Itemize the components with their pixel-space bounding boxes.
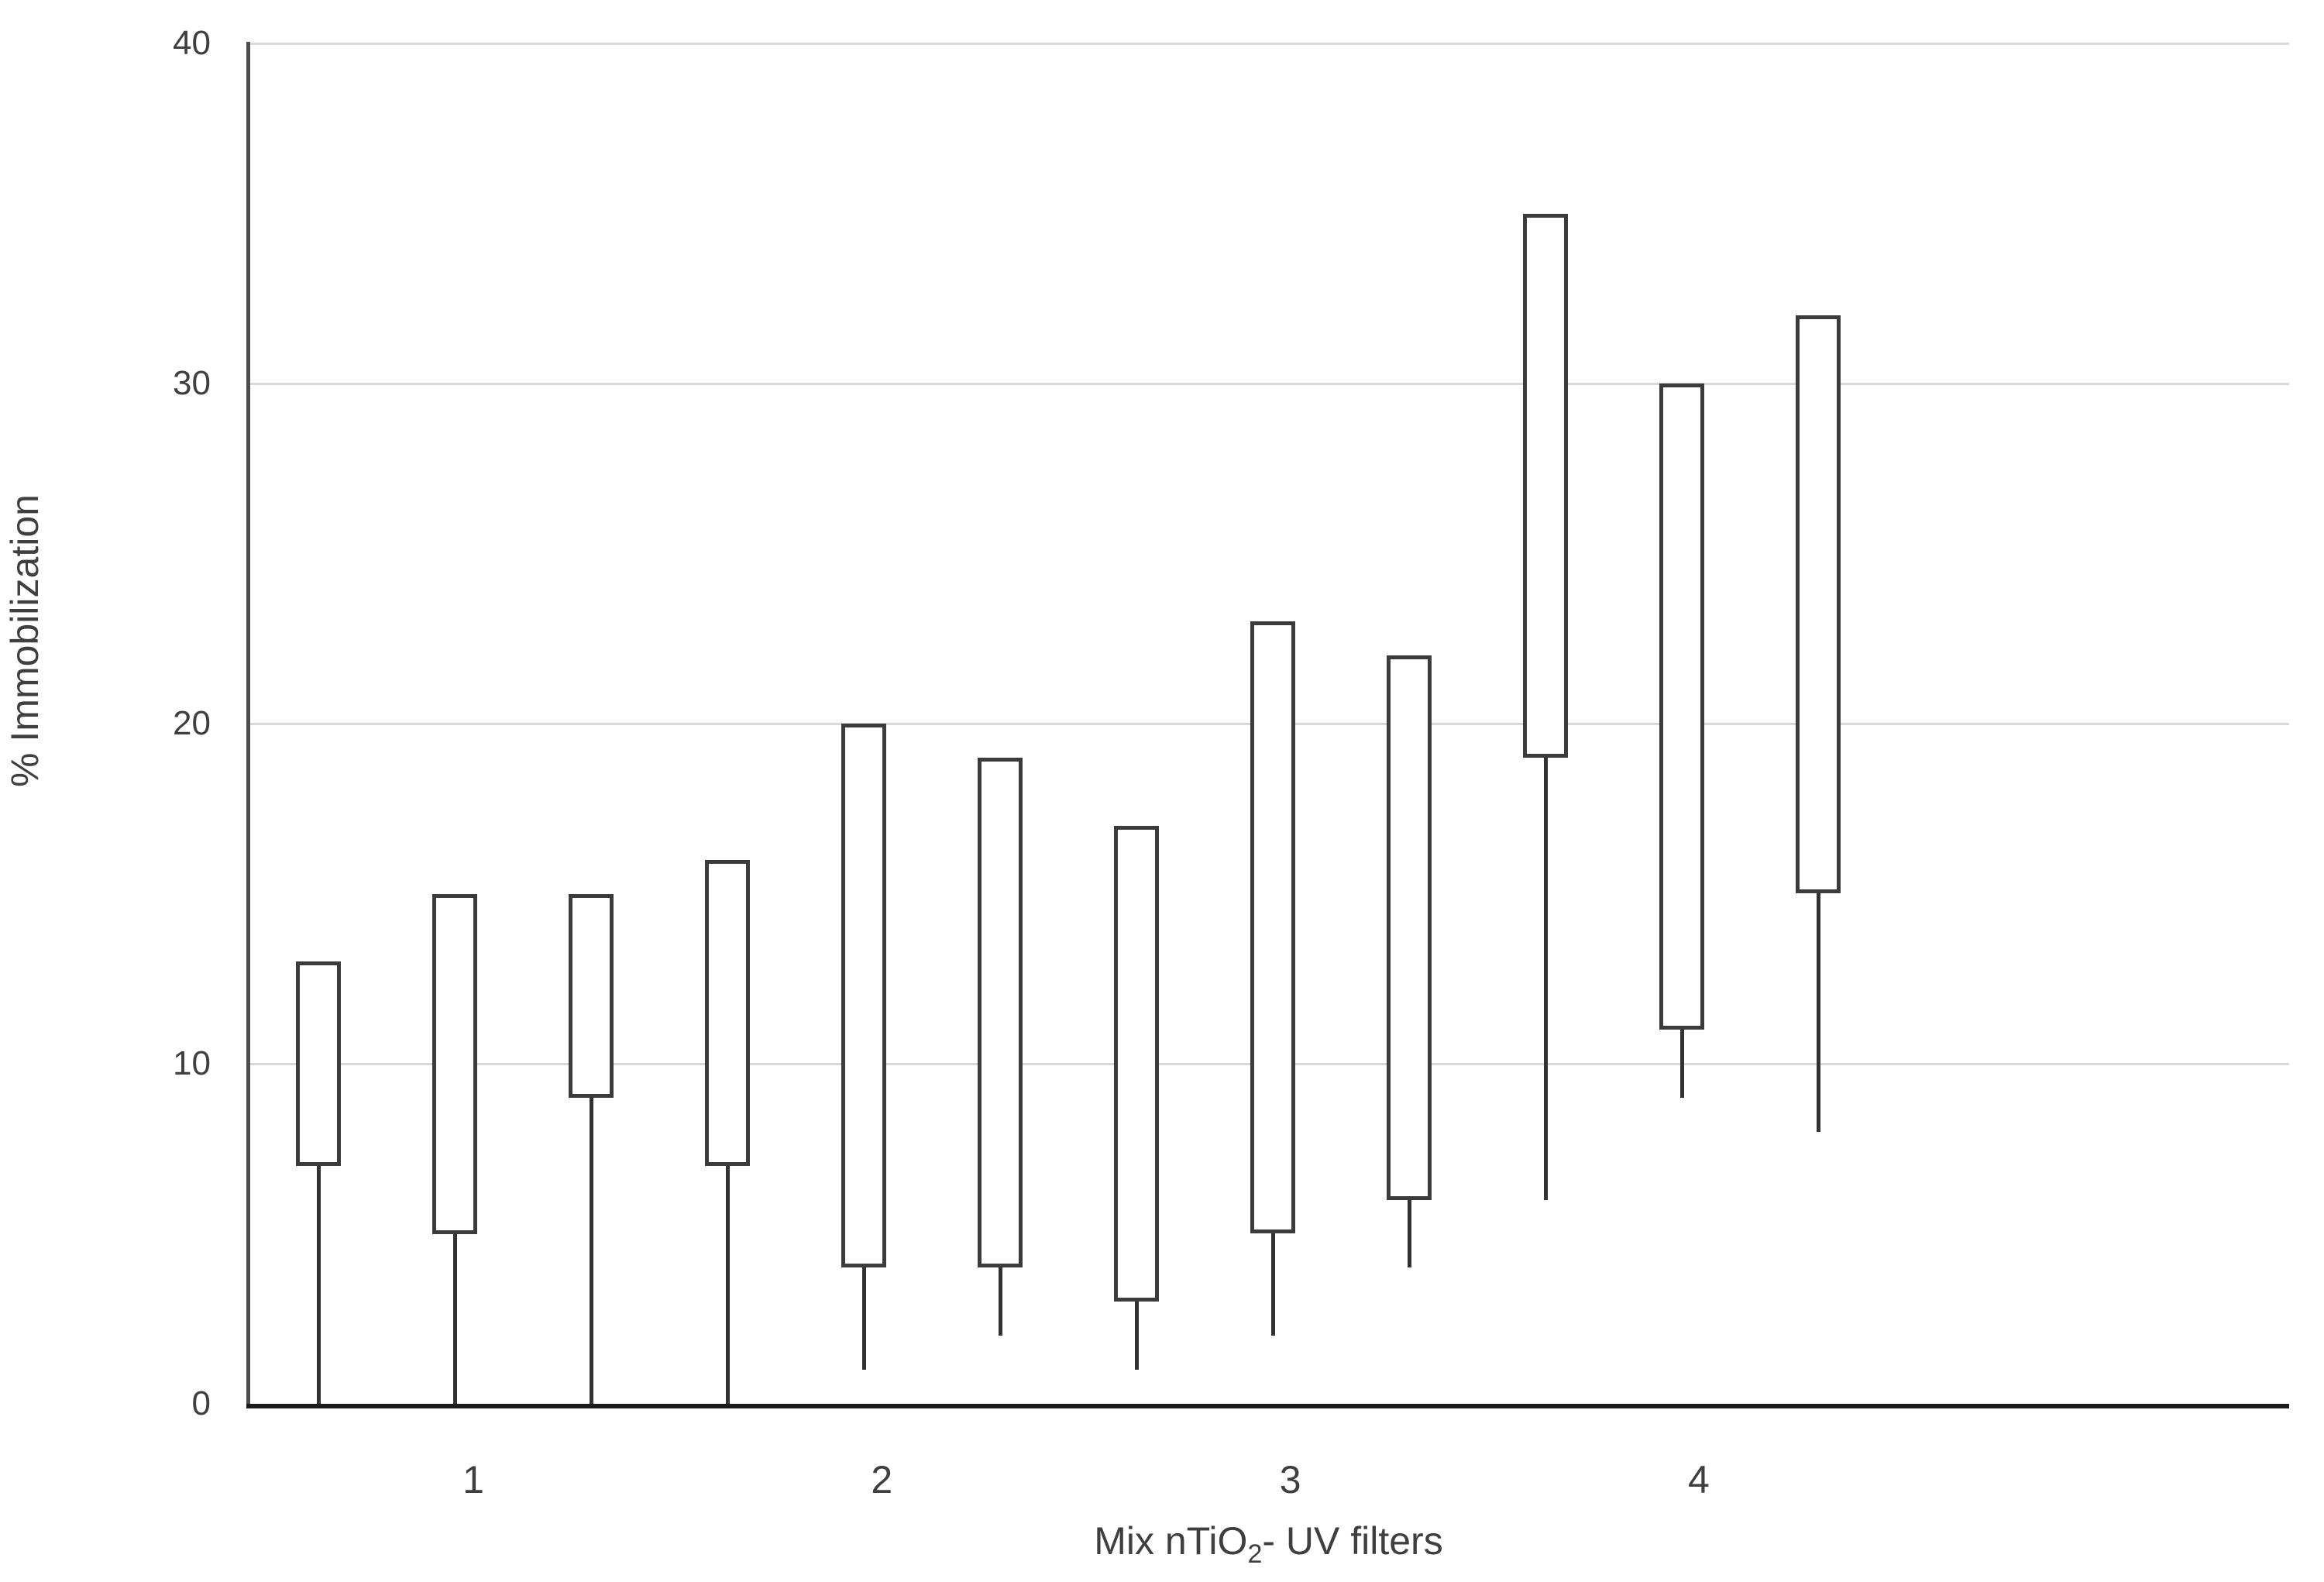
y-tick-label-20: 20	[173, 704, 211, 742]
floating-bar-mix3-bar3	[1387, 655, 1432, 1200]
x-tick-label-3: 3	[1279, 1458, 1301, 1501]
floating-bar-mix4-bar2	[1659, 383, 1704, 1030]
x-axis-title-suffix: - UV filters	[1262, 1519, 1443, 1563]
x-axis-title: Mix nTiO2- UV filters	[248, 1518, 2289, 1577]
whisker-mix3-bar3	[1408, 1198, 1411, 1268]
x-tick-label-4: 4	[1687, 1458, 1710, 1501]
y-tick-label-10: 10	[173, 1044, 211, 1082]
y-tick-label-30: 30	[173, 364, 211, 402]
floating-bar-mix1-bar3	[569, 893, 614, 1098]
y-tick-label-40: 40	[173, 24, 211, 62]
whisker-mix1-bar2	[453, 1232, 457, 1404]
whisker-mix2-bar2	[862, 1266, 866, 1370]
floating-bar-mix1-bar2	[432, 893, 477, 1234]
gridline-y-40	[246, 43, 2289, 45]
floating-bar-mix3-bar1	[1114, 825, 1159, 1302]
x-axis-title-prefix: Mix nTiO	[1094, 1519, 1248, 1563]
x-tick-label-1: 1	[462, 1458, 484, 1501]
y-axis-title: % Immobilization	[3, 494, 46, 787]
whisker-mix1-bar3	[590, 1095, 593, 1404]
floating-bar-mix1-bar1	[296, 961, 341, 1166]
whisker-mix3-bar1	[1135, 1300, 1139, 1370]
floating-bar-mix4-bar3	[1796, 315, 1841, 894]
whisker-mix4-bar3	[1817, 892, 1820, 1132]
y-axis-line	[246, 42, 250, 1405]
whisker-mix4-bar2	[1680, 1028, 1684, 1098]
whisker-mix4-bar1	[1544, 755, 1548, 1200]
whisker-mix3-bar2	[1271, 1232, 1275, 1336]
floating-bar-mix3-bar2	[1250, 621, 1295, 1234]
gridline-y-30	[246, 383, 2289, 385]
x-tick-label-2: 2	[871, 1458, 893, 1501]
y-tick-label-0: 0	[191, 1384, 211, 1422]
x-axis-title-subscript: 2	[1247, 1539, 1263, 1569]
floating-bar-mix2-bar3	[978, 757, 1023, 1268]
whisker-mix2-bar3	[999, 1266, 1002, 1336]
floating-bar-mix2-bar1	[705, 859, 750, 1166]
floating-bar-mix2-bar2	[841, 724, 886, 1268]
x-axis-line	[246, 1404, 2289, 1408]
whisker-mix1-bar1	[317, 1164, 321, 1404]
floating-bar-mix4-bar1	[1523, 213, 1568, 758]
whisker-mix2-bar1	[726, 1164, 730, 1404]
